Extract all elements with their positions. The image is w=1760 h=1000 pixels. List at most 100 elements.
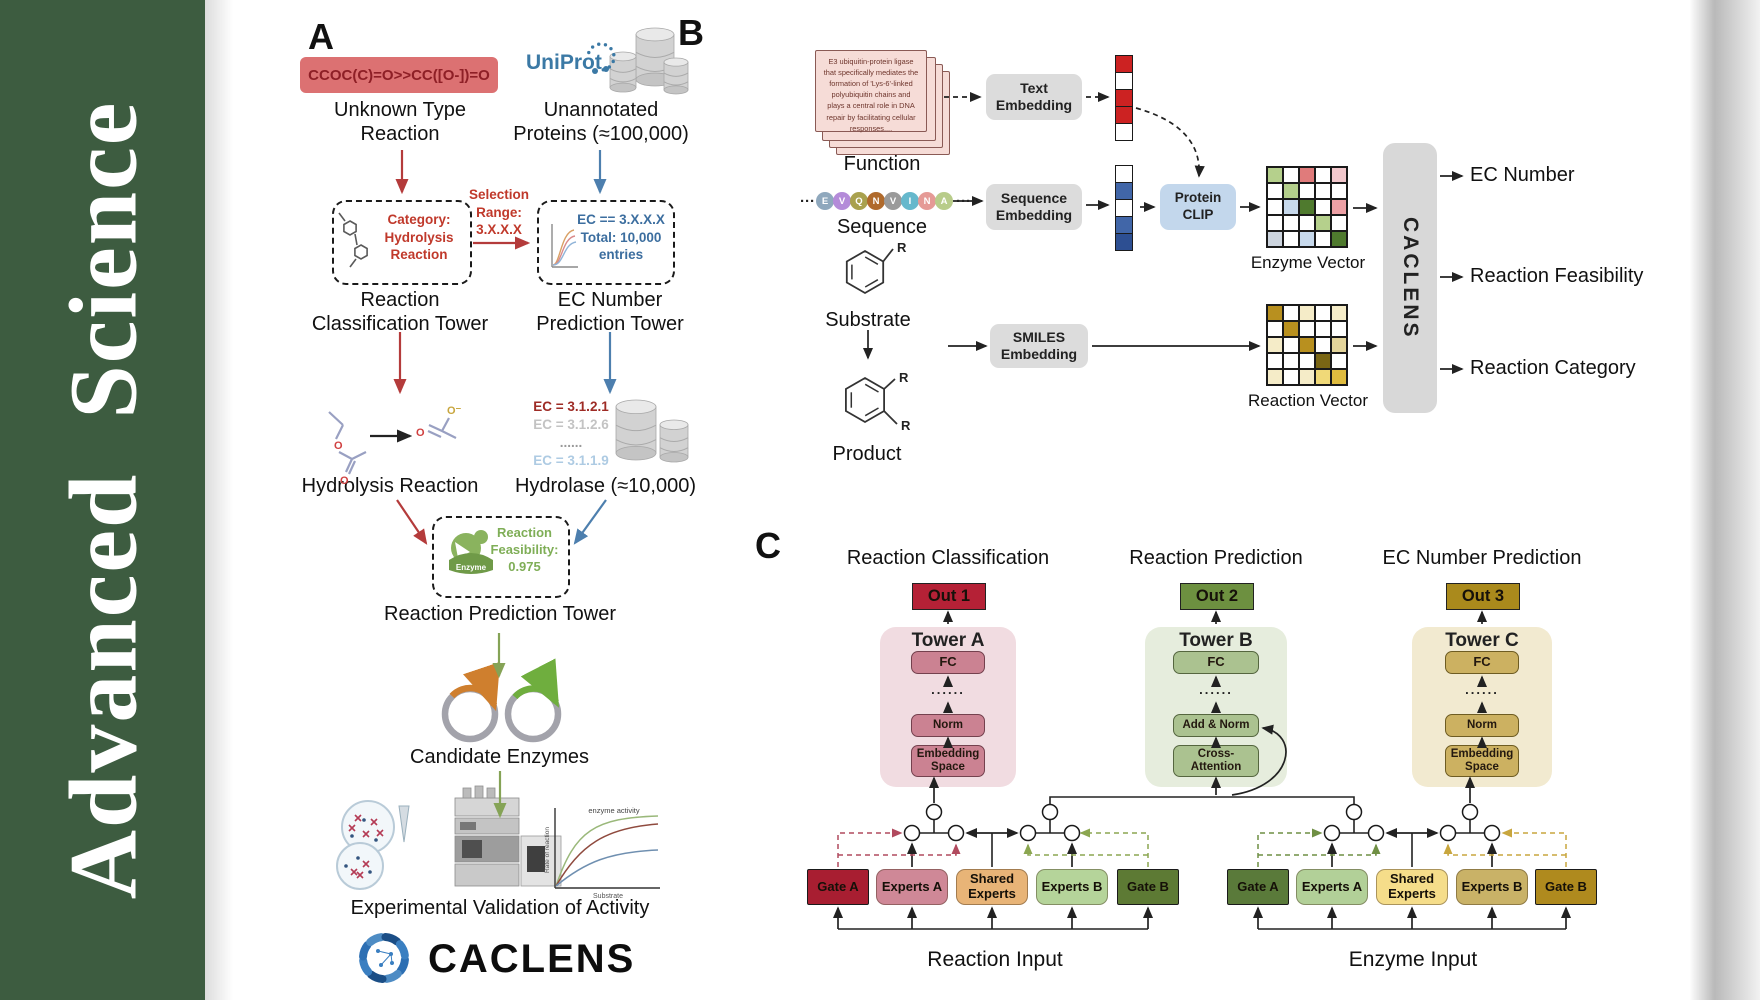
- grid-cell: [1315, 199, 1331, 215]
- grid-cell: [1315, 183, 1331, 199]
- grid-cell: [1331, 337, 1347, 353]
- ec-total-text: EC == 3.X.X.X Total: 10,000 entries: [577, 212, 665, 263]
- tower-b-fc: FC: [1173, 651, 1259, 674]
- grid-cell: [1331, 321, 1347, 337]
- product-label: Product: [832, 443, 902, 465]
- tower-c: Tower C FC ...... Norm Embedding Space: [1412, 627, 1552, 787]
- tower-a-embedding-space: Embedding Space: [911, 745, 985, 777]
- reaction-feasibility-box: [432, 516, 570, 598]
- uniprot-logo-text: UniProt: [526, 51, 602, 74]
- hydrolysis-reaction-label: Hydrolysis Reaction: [301, 475, 479, 497]
- moe-experts-b: Experts B: [1456, 869, 1528, 905]
- grid-cell: [1283, 167, 1299, 183]
- grid-cell: [1283, 337, 1299, 353]
- moe-gate-a: Gate A: [807, 869, 869, 905]
- grid-cell: [1267, 167, 1283, 183]
- out-2-box: Out 2: [1180, 583, 1254, 610]
- grid-cell: [1299, 215, 1315, 231]
- caclens-brand-text: CACLENS: [428, 937, 636, 981]
- header-reaction-classification: Reaction Classification: [846, 547, 1050, 569]
- plot-y-label: Rate of reaction: [544, 827, 551, 873]
- amino-acid-sequence: ··· E V Q N V I N A ···: [798, 192, 973, 210]
- tower-c-name: Tower C: [1445, 630, 1519, 651]
- vector-cell: [1116, 166, 1132, 182]
- grid-cell: [1315, 231, 1331, 247]
- function-label: Function: [843, 153, 921, 175]
- tower-b-name: Tower B: [1179, 630, 1253, 651]
- substrate-r-label: R: [897, 240, 907, 255]
- grid-cell: [1267, 231, 1283, 247]
- moe-shared-experts: Shared Experts: [956, 869, 1028, 905]
- tower-a-name: Tower A: [911, 630, 985, 651]
- enzyme-input-label: Enzyme Input: [1348, 948, 1478, 971]
- grid-cell: [1267, 369, 1283, 385]
- tower-b-cross-attention: Cross- Attention: [1173, 745, 1259, 777]
- tower-a-norm: Norm: [911, 714, 985, 737]
- prediction-tower-label: Reaction Prediction Tower: [384, 603, 616, 625]
- grid-cell: [1267, 305, 1283, 321]
- reaction-vector-label: Reaction Vector: [1247, 391, 1368, 410]
- grid-cell: [1267, 337, 1283, 353]
- sequence-ellipsis: ···: [800, 192, 815, 210]
- output-reaction-feasibility: Reaction Feasibility: [1470, 265, 1644, 287]
- grid-cell: [1331, 167, 1347, 183]
- ec-candidate-list: EC = 3.1.2.1 EC = 3.1.2.6...... EC = 3.1.1…: [516, 399, 626, 471]
- ec-candidate-line: EC = 3.1.2.1: [533, 399, 609, 414]
- grid-cell: [1315, 305, 1331, 321]
- candidate-enzymes-label: Candidate Enzymes: [410, 746, 589, 768]
- enzyme-activity-curve-label: enzyme activity: [588, 806, 640, 815]
- tower-c-dots: ......: [1465, 682, 1499, 697]
- tower-a-fc: FC: [911, 651, 985, 674]
- header-reaction-prediction: Reaction Prediction: [1129, 547, 1303, 569]
- sequence-embedding-box: Sequence Embedding: [986, 184, 1082, 230]
- product-r1-label: R: [899, 370, 909, 385]
- moe-experts-a: Experts A: [876, 869, 948, 905]
- grid-cell: [1283, 199, 1299, 215]
- grid-cell: [1299, 183, 1315, 199]
- grid-cell: [1331, 353, 1347, 369]
- output-reaction-category: Reaction Category: [1470, 357, 1636, 379]
- ec-candidate-line: EC = 3.1.1.9: [533, 453, 609, 468]
- smiles-embedding-box: SMILES Embedding: [990, 324, 1088, 368]
- grid-cell: [1283, 369, 1299, 385]
- moe-gate-b: Gate B: [1117, 869, 1179, 905]
- moe-gate-a: Gate A: [1227, 869, 1289, 905]
- substrate-label: Substrate: [825, 309, 911, 331]
- grid-cell: [1299, 231, 1315, 247]
- moe-experts-b: Experts B: [1036, 869, 1108, 905]
- smiles-reaction-box: CCOC(C)=O>>CC([O-])=O: [300, 57, 498, 93]
- ec-tower-label: EC Number Prediction Tower: [536, 289, 684, 336]
- grid-cell: [1299, 337, 1315, 353]
- sequence-embedding-vector: [1115, 165, 1133, 251]
- caclens-vertical-text: CACLENS: [1399, 216, 1422, 340]
- category-hydrolysis-text: Category: Hydrolysis Reaction: [384, 212, 454, 263]
- reaction-vector-grid: [1266, 304, 1348, 386]
- selection-range-text: Selection Range: 3.X.X.X: [468, 187, 530, 238]
- vector-cell: [1116, 216, 1132, 233]
- vector-cell: [1116, 89, 1132, 106]
- panel-a-label: A: [308, 16, 334, 57]
- unannotated-proteins-label: Unannotated Proteins (≈100,000): [513, 99, 689, 146]
- grid-cell: [1331, 231, 1347, 247]
- acetate-ominus-atom: O⁻: [447, 405, 462, 417]
- vector-cell: [1116, 182, 1132, 199]
- grid-cell: [1331, 199, 1347, 215]
- grid-cell: [1283, 353, 1299, 369]
- ec-candidate-line: EC = 3.1.2.6: [533, 417, 609, 432]
- page-edge-shading: [205, 0, 233, 1000]
- journal-sidebar: Advanced Science: [0, 0, 205, 1000]
- grid-cell: [1299, 199, 1315, 215]
- hydrolase-label: Hydrolase (≈10,000): [514, 475, 697, 497]
- text-embedding-vector: [1115, 55, 1133, 141]
- grid-cell: [1315, 215, 1331, 231]
- residue-circle: V: [833, 192, 851, 210]
- reaction-classification-box: [332, 200, 472, 285]
- vector-cell: [1116, 72, 1132, 89]
- journal-title: Advanced Science: [49, 100, 156, 900]
- grid-cell: [1283, 183, 1299, 199]
- residue-circle: E: [816, 192, 834, 210]
- grid-cell: [1299, 167, 1315, 183]
- residue-circle: Q: [850, 192, 868, 210]
- header-ec-number-prediction: EC Number Prediction: [1382, 547, 1582, 569]
